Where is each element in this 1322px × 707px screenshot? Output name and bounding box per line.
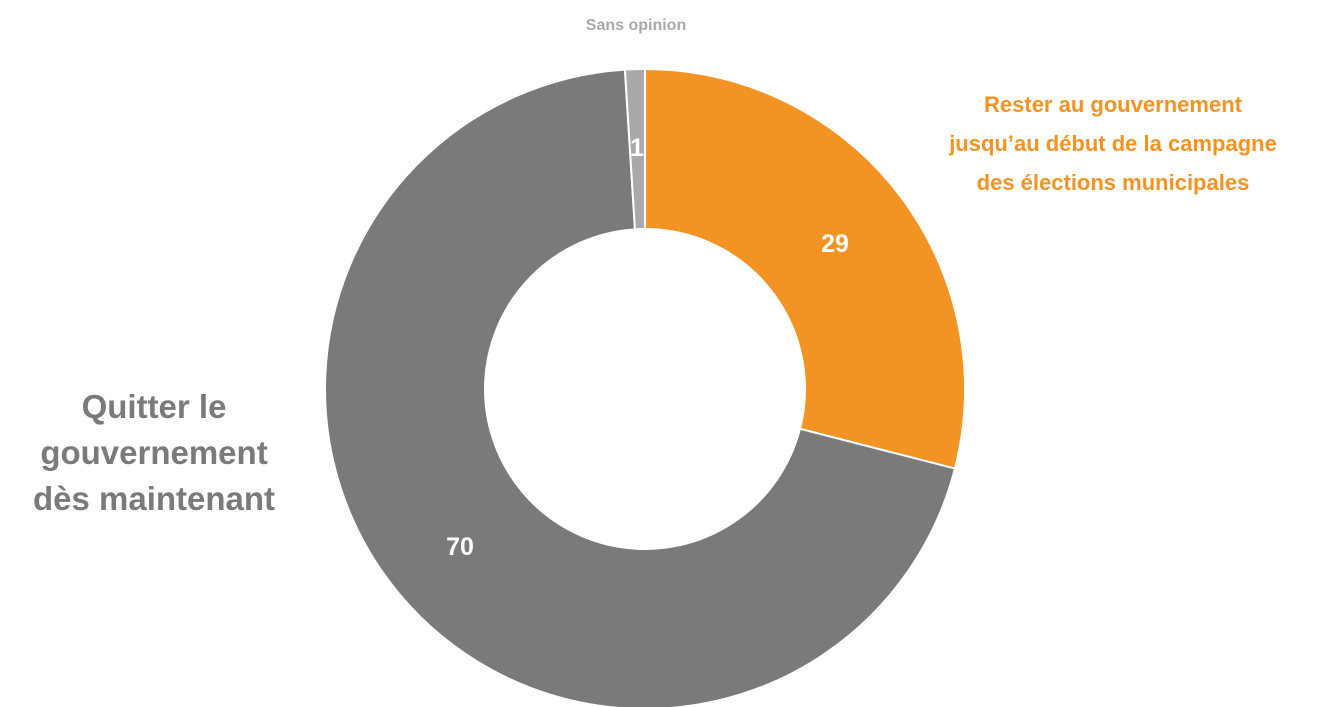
category-label-quitter-line-1: Quitter le [82, 388, 227, 425]
slice-sans-opinion [623, 67, 646, 231]
category-label-sans-opinion: Sans opinion [586, 17, 686, 34]
category-label-rester-line-3: des élections municipales [977, 170, 1250, 195]
category-label-quitter-line-3: dès maintenant [33, 480, 275, 517]
category-label-rester-line-1: Rester au gouvernement [984, 92, 1243, 117]
slice-quitter [324, 68, 957, 707]
data-label-sans-opinion: 1 [630, 134, 644, 162]
data-label-quitter: 70 [446, 533, 474, 561]
category-label-rester-line-2: jusqu’au début de la campagne [948, 131, 1277, 156]
slice-rester [644, 67, 966, 470]
category-label-rester: Rester au gouvernement jusqu’au début de… [948, 92, 1277, 195]
category-label-quitter: Quitter le gouvernement dès maintenant [33, 388, 275, 517]
data-label-rester: 29 [821, 230, 849, 258]
category-label-quitter-line-2: gouvernement [40, 434, 267, 471]
donut-slices [324, 67, 966, 707]
